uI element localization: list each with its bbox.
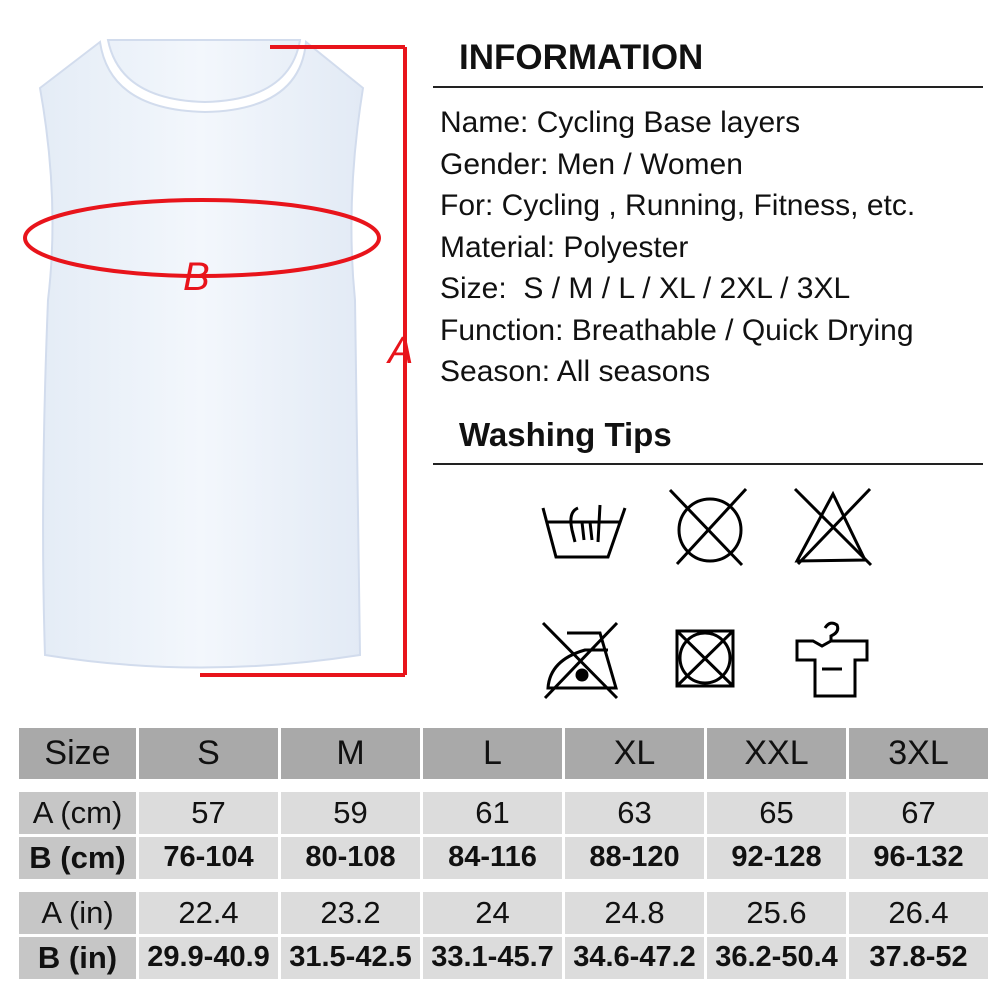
- info-function: Function: Breathable / Quick Drying: [440, 313, 914, 347]
- table-cell: 76-104: [139, 837, 278, 879]
- table-row: A (cm) 57 59 61 63 65 67: [19, 792, 988, 834]
- table-row: B (in) 29.9-40.9 31.5-42.5 33.1-45.7 34.…: [19, 937, 988, 979]
- measure-lines: [23, 45, 407, 677]
- do-not-iron-icon: [541, 621, 619, 700]
- hang-dry-icon: [795, 621, 869, 698]
- information-title: INFORMATION: [459, 38, 704, 77]
- table-cell: 23.2: [281, 892, 420, 934]
- info-use: For: Cycling , Running, Fitness, etc.: [440, 189, 916, 222]
- table-cell: 63: [565, 792, 704, 834]
- row-label: B (in): [19, 937, 136, 979]
- table-cell: 88-120: [565, 837, 704, 879]
- info-size: Size: S / M / L / XL / 2XL / 3XL: [440, 272, 851, 305]
- table-cell: 24.8: [565, 892, 704, 934]
- table-cell: 29.9-40.9: [139, 937, 278, 979]
- table-cell: 92-128: [707, 837, 846, 879]
- row-label: B (cm): [19, 837, 136, 879]
- table-cell: 96-132: [849, 837, 988, 879]
- info-gender: Gender: Men / Women: [440, 147, 743, 181]
- label-a: A: [386, 330, 413, 372]
- table-cell: 84-116: [423, 837, 562, 879]
- table-cell: 37.8-52: [849, 937, 988, 979]
- table-row: A (in) 22.4 23.2 24 24.8 25.6 26.4: [19, 892, 988, 934]
- do-not-tumble-dry-icon: [675, 629, 735, 688]
- table-cell: 34.6-47.2: [565, 937, 704, 979]
- header-cell: L: [423, 728, 562, 779]
- hand-wash-icon: [541, 504, 627, 559]
- table-cell: 61: [423, 792, 562, 834]
- table-cell: 33.1-45.7: [423, 937, 562, 979]
- vest-image: [38, 38, 365, 669]
- label-b: B: [183, 255, 210, 299]
- header-cell: XXL: [707, 728, 846, 779]
- information-list: Name: Cycling Base layers Gender: Men / W…: [440, 102, 915, 393]
- washing-tips-title: Washing Tips: [459, 416, 672, 453]
- vest-diagram: B A: [23, 38, 413, 677]
- table-cell: 57: [139, 792, 278, 834]
- table-cell: 22.4: [139, 892, 278, 934]
- row-label: A (cm): [19, 792, 136, 834]
- table-cell: 24: [423, 892, 562, 934]
- divider: [433, 86, 983, 88]
- info-material: Material: Polyester: [440, 230, 689, 264]
- row-label: A (in): [19, 892, 136, 934]
- table-cell: 67: [849, 792, 988, 834]
- table-cell: 31.5-42.5: [281, 937, 420, 979]
- washing-icons: [541, 487, 873, 700]
- table-cell: 80-108: [281, 837, 420, 879]
- header-cell: Size: [19, 728, 136, 779]
- size-table: Size S M L XL XXL 3XL A (cm) 57 59 61 63…: [16, 725, 991, 982]
- header-cell: M: [281, 728, 420, 779]
- info-name: Name: Cycling Base layers: [440, 106, 801, 139]
- table-header-row: Size S M L XL XXL 3XL: [19, 728, 988, 779]
- header-cell: XL: [565, 728, 704, 779]
- info-season: Season: All seasons: [440, 355, 711, 388]
- header-cell: S: [139, 728, 278, 779]
- table-cell: 26.4: [849, 892, 988, 934]
- do-not-dry-clean-icon: [668, 487, 748, 567]
- do-not-bleach-icon: [793, 487, 873, 567]
- table-row: B (cm) 76-104 80-108 84-116 88-120 92-12…: [19, 837, 988, 879]
- table-cell: 65: [707, 792, 846, 834]
- table-cell: 36.2-50.4: [707, 937, 846, 979]
- table-cell: 25.6: [707, 892, 846, 934]
- divider: [433, 463, 983, 465]
- header-cell: 3XL: [849, 728, 988, 779]
- table-cell: 59: [281, 792, 420, 834]
